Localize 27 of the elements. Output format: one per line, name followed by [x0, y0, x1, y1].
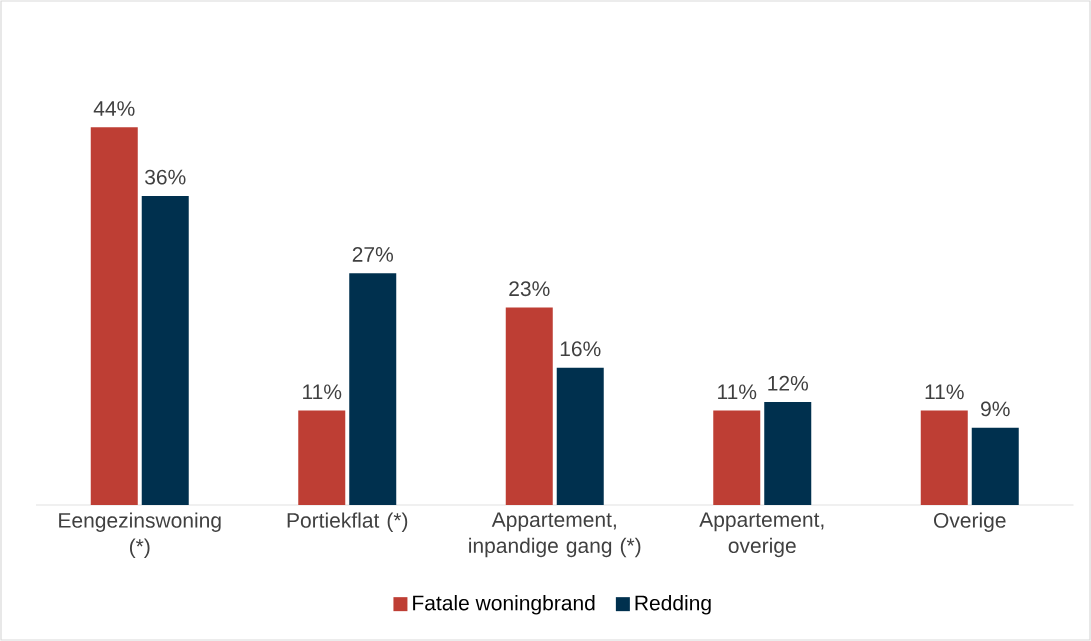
bar [971, 427, 1019, 505]
x-tick-label: Portiekflat (*) [287, 512, 408, 532]
x-tick-label: Appartement, inpandige gang (*) [469, 512, 641, 558]
data-label: 9% [981, 401, 1010, 417]
data-label: 11% [925, 384, 964, 400]
bar [90, 127, 138, 505]
bar [298, 410, 346, 505]
legend-label: Redding [635, 594, 711, 615]
bar [920, 410, 968, 505]
legend-label: Fatale woningbrand [413, 594, 595, 615]
x-tick-label: Overige [933, 512, 1006, 532]
bar [556, 367, 604, 505]
x-tick-label: Eengezinswoning (*) [59, 512, 221, 558]
data-label: 11% [718, 384, 757, 400]
data-label: 11% [303, 384, 342, 400]
bar [713, 410, 761, 505]
bar [349, 273, 397, 505]
data-label: 27% [352, 247, 394, 262]
x-tick-label: Appartement, overige [699, 512, 824, 558]
data-label: 44% [93, 101, 135, 116]
data-label: 23% [509, 281, 550, 297]
data-label: 16% [560, 341, 601, 357]
bar [141, 195, 189, 505]
data-label: 12% [768, 375, 809, 391]
bar [505, 307, 553, 505]
bar [764, 401, 812, 505]
data-label: 36% [145, 169, 186, 185]
